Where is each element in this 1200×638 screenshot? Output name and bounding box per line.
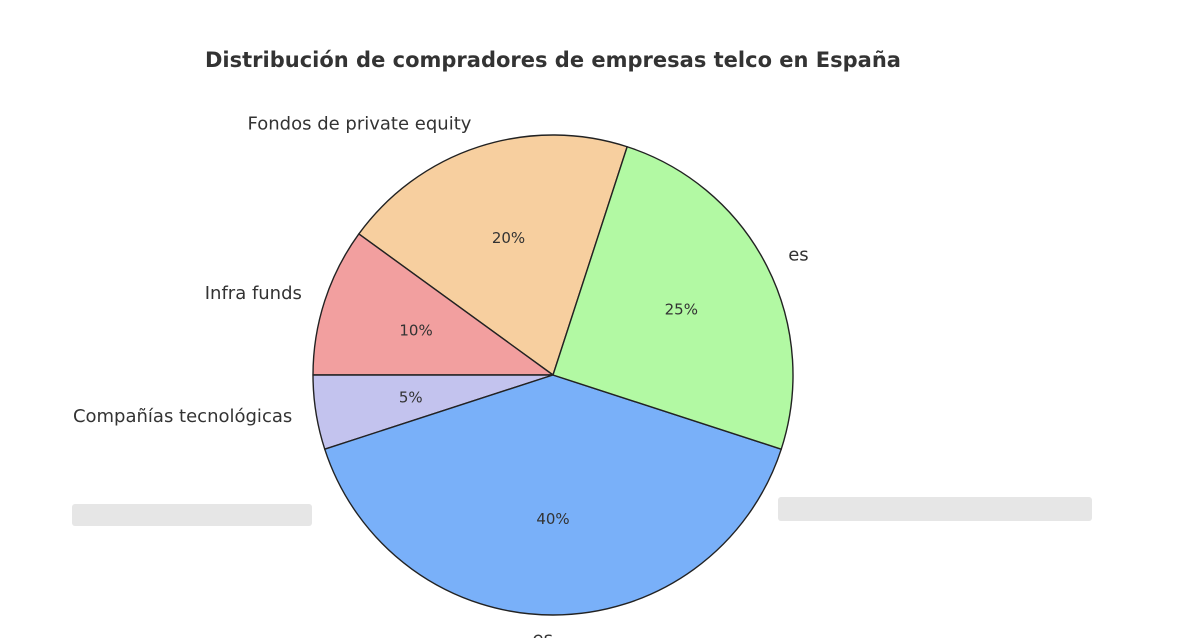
pie-slice-0 [358, 134, 628, 376]
pie-percent-label-4: 25% [665, 301, 698, 319]
pie-percent-label-0: 20% [492, 229, 525, 247]
pie-category-label-1: Infra funds [205, 283, 302, 304]
pie-slices [312, 134, 794, 616]
pie-category-label-0: Fondos de private equity [248, 113, 472, 134]
pie-category-label-4: es [788, 245, 808, 266]
pie-category-label-3: es [533, 629, 553, 638]
pie-percent-label-2: 5% [399, 389, 423, 407]
pie-slice-4 [552, 146, 794, 450]
pie-slice-1 [312, 233, 554, 376]
redaction-bar-right [778, 497, 1092, 521]
percent-labels: 20% 10% 5% 40% 25% [399, 229, 698, 528]
pie-slice-3 [324, 374, 782, 616]
pie-category-label-2: Compañías tecnológicas [73, 406, 292, 427]
redaction-overlays [72, 497, 1092, 526]
pie-percent-label-1: 10% [399, 322, 432, 340]
chart-title: Distribución de compradores de empresas … [205, 48, 901, 72]
category-labels: Fondos de private equity Infra funds Compa… [73, 113, 809, 638]
redaction-bar-left [72, 504, 312, 526]
pie-percent-label-3: 40% [536, 510, 569, 528]
